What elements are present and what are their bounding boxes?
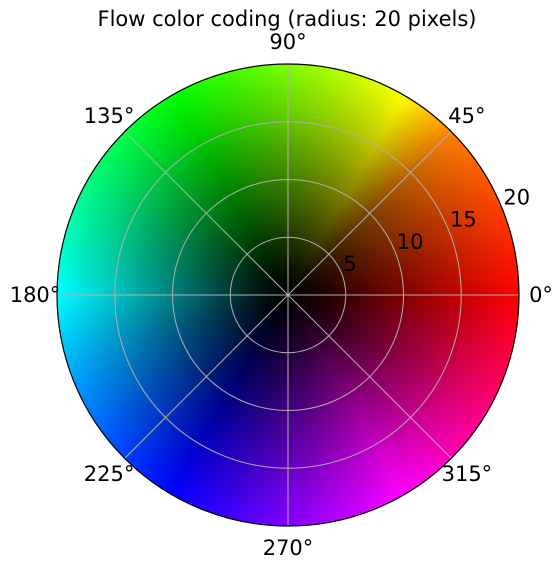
polar-grid [57, 64, 519, 526]
angle-tick-label: 90° [269, 30, 306, 54]
radial-tick-labels: 5 10 15 20 [343, 186, 530, 276]
angle-tick-label: 315° [442, 462, 493, 486]
angular-grid-line [124, 131, 289, 296]
angle-tick-label: 135° [84, 104, 135, 128]
angular-grid-line [124, 294, 289, 459]
polar-frame [56, 63, 520, 527]
angle-tick-labels: 0° 45° 90° 135° 180° 225° 270° 315° [10, 30, 553, 560]
angular-grid-line [287, 131, 452, 296]
angle-tick-label: 270° [263, 536, 314, 560]
angle-tick-label: 45° [448, 104, 485, 128]
radial-tick-label: 15 [450, 208, 477, 232]
chart-title: Flow color coding (radius: 20 pixels) [98, 7, 477, 31]
angle-tick-label: 225° [84, 462, 135, 486]
radial-tick-label: 5 [343, 252, 356, 276]
angular-grid-line [287, 294, 452, 459]
angle-tick-label: 180° [10, 283, 61, 307]
angle-tick-label: 0° [529, 283, 553, 307]
radial-tick-label: 20 [503, 186, 530, 210]
radial-tick-label: 10 [397, 230, 424, 254]
